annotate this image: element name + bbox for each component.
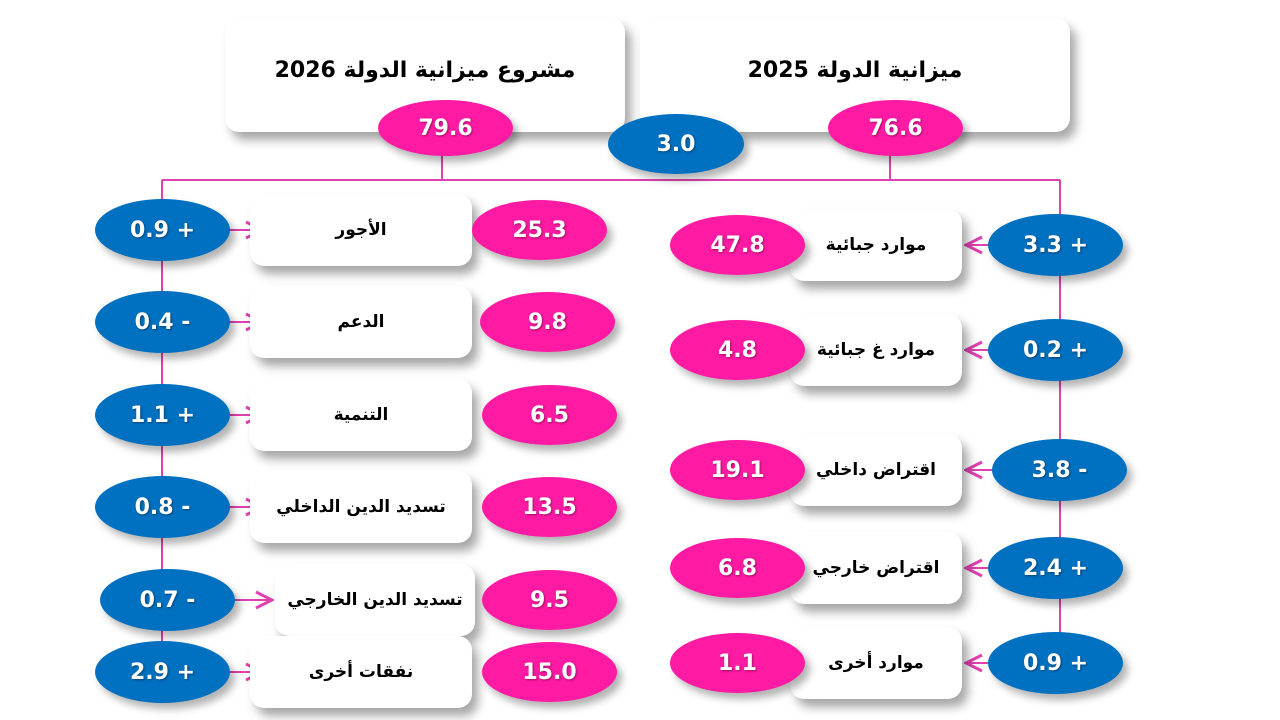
resource-label-box: اقتراض خارجي [790, 532, 962, 604]
budget-difference: 3.0 [608, 114, 744, 174]
resource-value: 19.1 [670, 440, 805, 500]
expense-value: 9.5 [482, 570, 617, 630]
expense-label-box: تسديد الدين الداخلي [250, 471, 472, 543]
expense-change: 0.8 - [95, 476, 230, 538]
expense-change: 0.9 + [95, 199, 230, 261]
resource-change: 0.9 + [988, 632, 1123, 694]
resource-change: 2.4 + [988, 537, 1123, 599]
expense-label: نفقات أخرى [308, 662, 414, 682]
resource-label: موارد أخرى [828, 653, 924, 673]
resource-value: 6.8 [670, 538, 805, 598]
resource-label-box: موارد غ جبائية [790, 314, 962, 386]
expense-change: 2.9 + [95, 641, 230, 703]
resource-label-box: اقتراض داخلي [790, 434, 962, 506]
budget-2025-title: ميزانية الدولة 2025 [747, 58, 963, 83]
expense-label: الأجور [335, 220, 387, 240]
expense-value: 25.3 [472, 200, 607, 260]
expense-label: الدعم [337, 312, 385, 332]
resource-label-box: موارد جبائية [790, 209, 962, 281]
expense-value: 13.5 [482, 477, 617, 537]
resource-change: 3.8 - [992, 439, 1127, 501]
resource-change: 0.2 + [988, 319, 1123, 381]
expense-change: 1.1 + [95, 384, 230, 446]
expense-value: 9.8 [480, 292, 615, 352]
expense-change: 0.7 - [100, 569, 235, 631]
resource-label: موارد جبائية [825, 235, 927, 255]
expense-label: تسديد الدين الخارجي [287, 590, 463, 610]
resource-label: موارد غ جبائية [816, 340, 936, 360]
expense-label-box: نفقات أخرى [250, 636, 472, 708]
resource-label: اقتراض خارجي [812, 558, 940, 578]
expense-label: التنمية [333, 405, 389, 425]
resource-value: 1.1 [670, 633, 805, 693]
expense-label-box: الدعم [250, 286, 472, 358]
resource-value: 4.8 [670, 320, 805, 380]
resource-change: 3.3 + [988, 214, 1123, 276]
expense-label: تسديد الدين الداخلي [276, 497, 446, 517]
resource-label-box: موارد أخرى [790, 627, 962, 699]
resource-value: 47.8 [670, 215, 805, 275]
expense-label-box: الأجور [250, 194, 472, 266]
budget-2026-total: 79.6 [378, 100, 513, 156]
expense-value: 15.0 [482, 642, 617, 702]
expense-value: 6.5 [482, 385, 617, 445]
budget-2026-title: مشروع ميزانية الدولة 2026 [274, 58, 576, 83]
budget-2025-total: 76.6 [828, 100, 963, 156]
expense-change: 0.4 - [95, 291, 230, 353]
expense-label-box: تسديد الدين الخارجي [275, 564, 475, 636]
resource-label: اقتراض داخلي [815, 460, 937, 480]
expense-label-box: التنمية [250, 379, 472, 451]
